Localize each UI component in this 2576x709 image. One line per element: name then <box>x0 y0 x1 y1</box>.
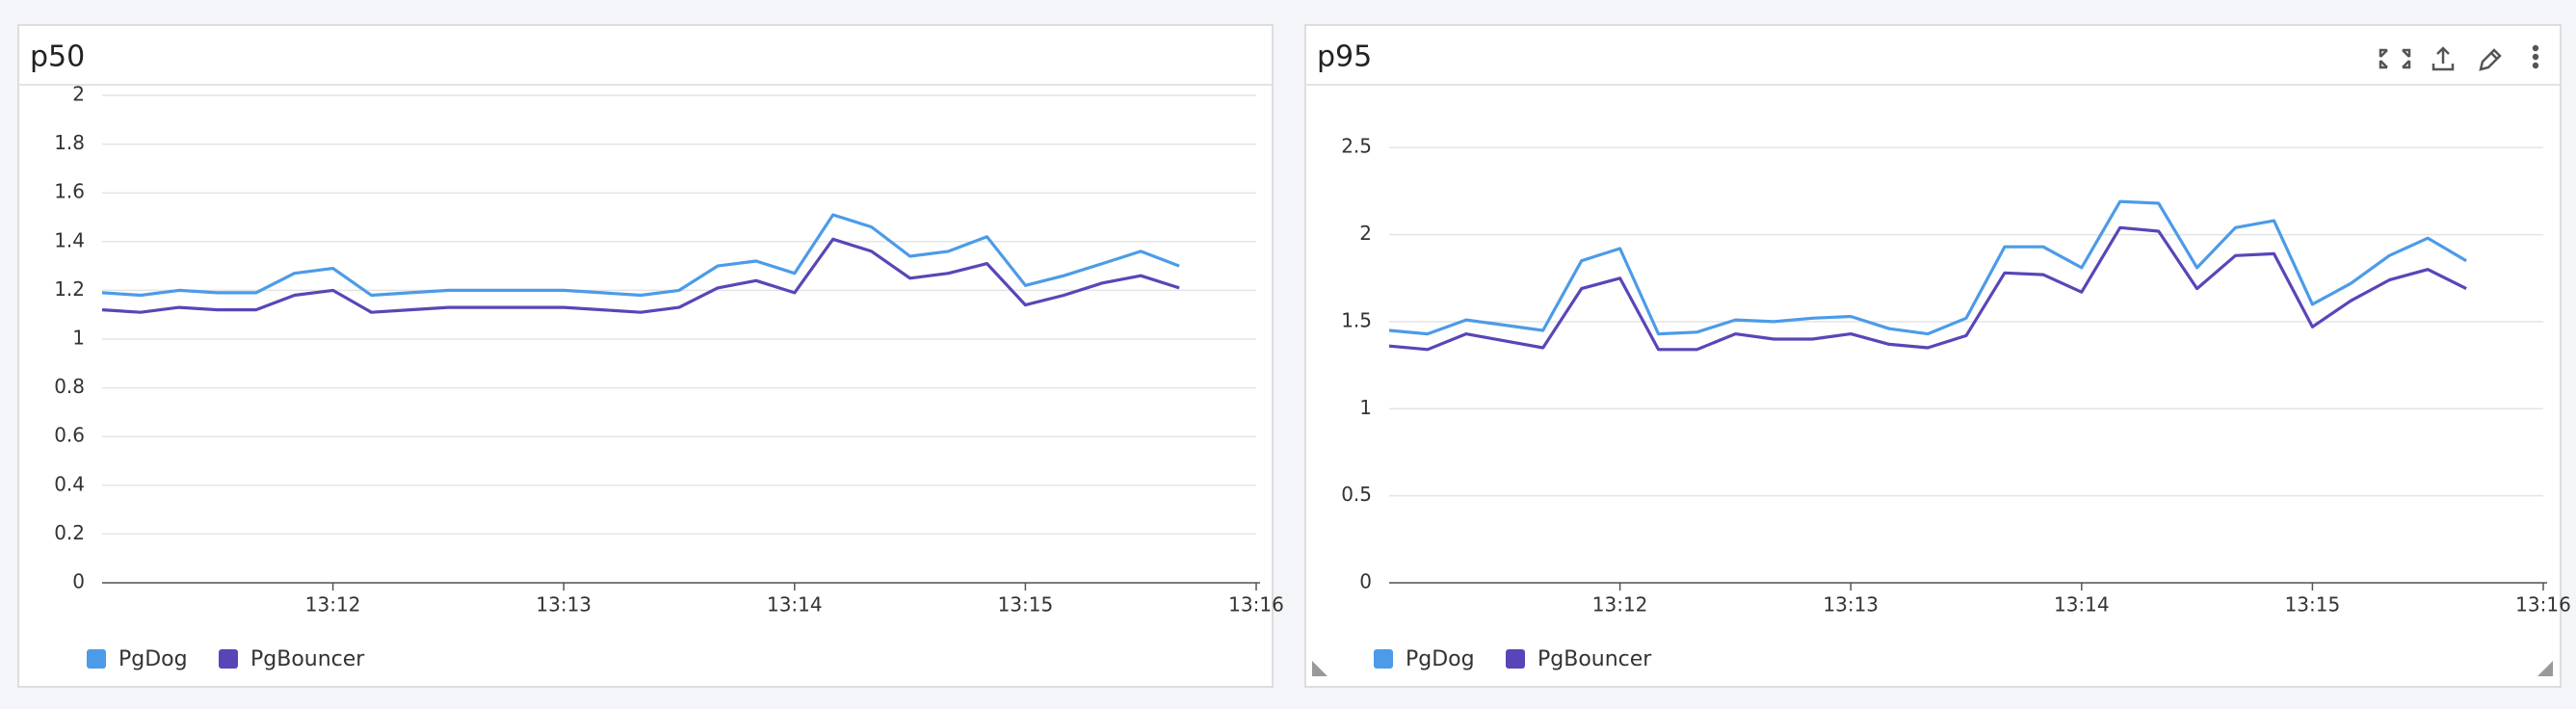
y-tick-label: 2 <box>1359 222 1372 245</box>
y-tick-label: 0 <box>1359 570 1372 593</box>
resize-handle[interactable] <box>2537 661 2553 676</box>
panel-toolbar <box>2379 44 2539 71</box>
y-tick-label: 1.5 <box>1341 308 1372 331</box>
series-line <box>1388 199 2467 336</box>
y-tick-label: 1.4 <box>54 228 85 251</box>
y-tick-label: 2 <box>72 83 85 106</box>
y-tick-label: 0.2 <box>54 521 85 544</box>
resize-handle[interactable] <box>1312 661 1327 676</box>
export-icon[interactable] <box>2431 46 2455 71</box>
legend-label: PgBouncer <box>1538 647 1652 671</box>
panel <box>1304 24 2562 688</box>
y-tick-label: 0 <box>72 570 85 593</box>
menu-icon[interactable] <box>2532 44 2539 69</box>
x-tick-label: 13:12 <box>1592 593 1648 617</box>
x-tick-label: 13:15 <box>2285 593 2341 617</box>
series-line <box>1388 225 2467 352</box>
y-tick-label: 2.5 <box>1341 135 1372 158</box>
x-tick-label: 13:15 <box>998 593 1054 617</box>
x-tick-label: 13:13 <box>1823 593 1879 617</box>
edit-icon[interactable] <box>2479 48 2502 71</box>
legend-label: PgDog <box>1406 647 1475 671</box>
x-tick-label: 13:12 <box>305 593 361 617</box>
y-tick-label: 1.2 <box>54 277 85 301</box>
x-tick-label: 13:13 <box>536 593 591 617</box>
x-tick-label: 13:14 <box>2054 593 2110 617</box>
y-tick-label: 0.5 <box>1341 483 1372 506</box>
y-tick-label: 0.4 <box>54 472 85 495</box>
series-line <box>101 213 1180 298</box>
legend-swatch <box>87 649 106 669</box>
panel-title: p50 <box>30 40 85 74</box>
legend-swatch <box>1374 649 1393 669</box>
y-tick-label: 0.6 <box>54 424 85 447</box>
x-tick-label: 13:16 <box>2515 593 2571 617</box>
y-tick-label: 1.8 <box>54 131 85 154</box>
series-line <box>101 237 1180 314</box>
y-tick-label: 0.8 <box>54 375 85 398</box>
legend-swatch <box>1506 649 1525 669</box>
y-tick-label: 1 <box>1359 396 1372 419</box>
y-tick-label: 1 <box>72 327 85 350</box>
legend-swatch <box>219 649 238 669</box>
expand-icon[interactable] <box>2379 48 2411 69</box>
panel <box>17 24 1274 688</box>
y-tick-label: 1.6 <box>54 180 85 203</box>
panel-title: p95 <box>1317 40 1372 74</box>
legend-label: PgBouncer <box>250 647 365 671</box>
x-tick-label: 13:16 <box>1228 593 1284 617</box>
legend-label: PgDog <box>118 647 188 671</box>
x-tick-label: 13:14 <box>767 593 823 617</box>
